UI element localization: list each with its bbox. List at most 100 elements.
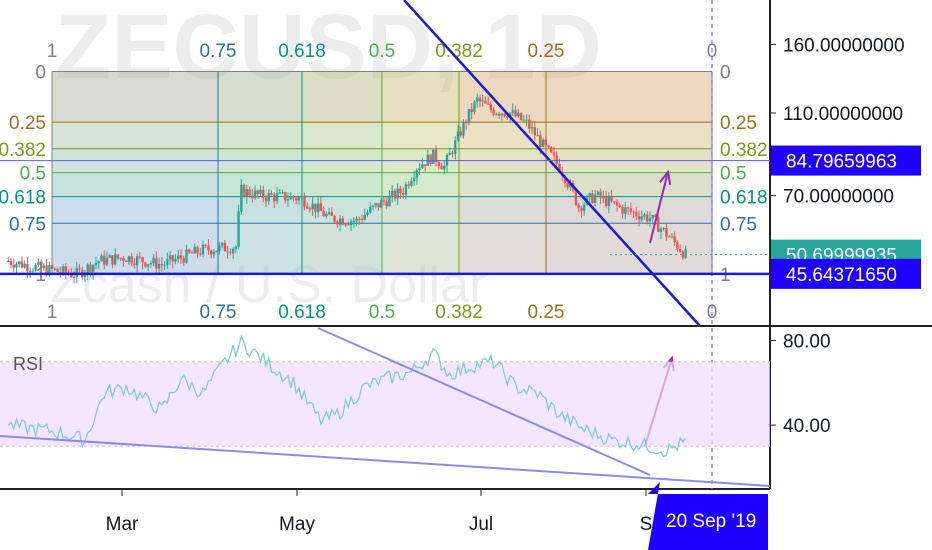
candle-body (610, 196, 613, 202)
candle-body (651, 214, 654, 219)
candle-body (648, 218, 652, 222)
candle-body (215, 250, 218, 253)
candle-body (684, 248, 687, 258)
candle-body (404, 184, 408, 195)
candle-body (415, 169, 419, 178)
candle-body (369, 206, 372, 213)
candle-body (506, 116, 509, 118)
candle-body (305, 206, 309, 209)
fib-time-zone-label-top: 0.618 (278, 41, 326, 62)
candle-body (465, 121, 468, 123)
candle-body (160, 264, 164, 266)
candle-body (204, 244, 207, 246)
candle-body (349, 221, 353, 225)
candle-body (124, 261, 128, 263)
candle-body (253, 190, 257, 198)
x-tick-label: S (640, 514, 653, 535)
candle-body (539, 135, 542, 147)
candle-body (42, 265, 46, 268)
candle-body (327, 212, 331, 215)
candle-body (486, 103, 490, 105)
candle-body (412, 177, 416, 182)
candle-body (451, 152, 454, 154)
fib-time-zone-label-bottom: 0.75 (200, 302, 237, 323)
fib-time-zone-label-top: 1 (47, 41, 58, 62)
candle-body (113, 254, 117, 265)
candle-body (423, 164, 427, 166)
candle-body (607, 196, 611, 207)
candle-body (528, 119, 531, 129)
price-tick-label: 70.00000000 (783, 187, 894, 208)
candle-body (380, 200, 383, 208)
candle-body (7, 260, 10, 262)
candle-body (303, 196, 306, 207)
candle-body (659, 228, 663, 233)
candle-body (489, 104, 493, 111)
rsi-resistance-trendline[interactable] (317, 327, 651, 476)
fib-level-label-right: 0.618 (720, 188, 768, 209)
price-arrow[interactable] (649, 171, 669, 244)
candle-body (308, 208, 312, 210)
candle-body (602, 196, 605, 199)
fib-level-label-right: 0.75 (720, 214, 757, 235)
candle-body (9, 261, 13, 265)
candle-body (440, 166, 443, 170)
candle-body (492, 110, 495, 115)
candle-body (256, 190, 259, 194)
candle-body (122, 258, 125, 262)
candle-body (119, 258, 122, 260)
candle-body (676, 242, 679, 249)
candle-body (273, 194, 276, 202)
candle-body (130, 256, 133, 264)
candle-body (385, 201, 388, 207)
candle-body (141, 257, 144, 263)
candle-body (89, 264, 92, 273)
candle-body (550, 147, 553, 153)
fib-time-zone-label-bottom: 0.618 (278, 302, 326, 323)
candle-body (407, 184, 410, 186)
descending-trendline[interactable] (403, 0, 701, 327)
fib-level-label-left: 0.382 (0, 140, 46, 161)
rsi-support-trendline[interactable] (0, 435, 771, 487)
candle-body (149, 263, 153, 265)
fib-time-zone-label-bottom: 0.382 (435, 302, 483, 323)
candle-body (478, 97, 482, 102)
candle-body (401, 193, 405, 195)
candle-body (267, 193, 270, 201)
candle-body (437, 162, 441, 167)
fib-level-label-right: 0.382 (720, 140, 768, 161)
candle-body (670, 236, 674, 238)
candle-body (226, 251, 229, 253)
candle-body (245, 189, 249, 197)
candle-body (20, 261, 24, 268)
candle-body (519, 112, 523, 120)
fib-level-label-right: 0.5 (720, 164, 746, 185)
candle-body (127, 256, 131, 262)
candle-body (410, 181, 413, 186)
candle-body (23, 263, 26, 268)
price-tag (771, 258, 921, 289)
candle-body (70, 273, 73, 277)
price-tag (771, 145, 921, 176)
candle-body (37, 261, 40, 266)
candle-body (34, 265, 37, 271)
candle-body (294, 198, 298, 201)
fib-level-label-left: 0 (35, 62, 46, 83)
candle-body (223, 242, 227, 252)
candle-body (64, 266, 68, 273)
candle-body (667, 236, 671, 238)
candle-body (97, 261, 100, 264)
price-tick-label: 110.00000000 (783, 104, 903, 125)
candle-body (495, 113, 498, 115)
candle-body (588, 193, 591, 197)
fib-level-label-left: 0.75 (9, 214, 46, 235)
fib-level-label-left: 0.618 (0, 188, 46, 209)
candle-body (86, 264, 89, 273)
price-tick-label: 160.00000000 (783, 35, 905, 56)
candle-body (105, 257, 109, 265)
candle-body (643, 214, 646, 217)
candle-body (574, 190, 578, 205)
candle-body (229, 252, 232, 254)
candle-body (300, 196, 303, 198)
